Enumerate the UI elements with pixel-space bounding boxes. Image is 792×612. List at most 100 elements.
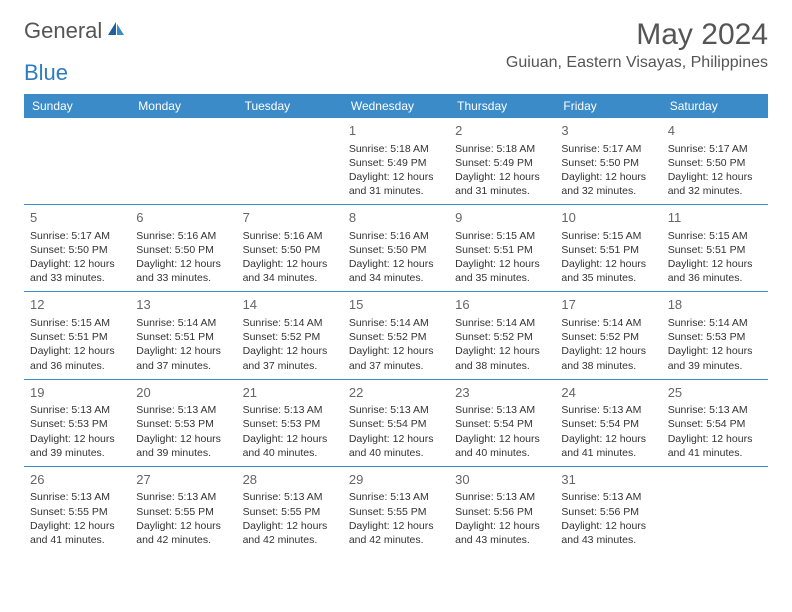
day-info: Sunrise: 5:13 AMSunset: 5:53 PMDaylight:… bbox=[30, 403, 124, 460]
calendar-day-cell: 20Sunrise: 5:13 AMSunset: 5:53 PMDayligh… bbox=[130, 379, 236, 466]
day-number: 4 bbox=[668, 122, 762, 140]
calendar-day-cell: 15Sunrise: 5:14 AMSunset: 5:52 PMDayligh… bbox=[343, 292, 449, 379]
day-number: 30 bbox=[455, 471, 549, 489]
day-number: 14 bbox=[243, 296, 337, 314]
day-number: 23 bbox=[455, 384, 549, 402]
calendar-day-cell: 5 Sunrise: 5:17 AMSunset: 5:50 PMDaylight… bbox=[24, 205, 130, 292]
day-info: Sunrise: 5:17 AMSunset: 5:50 PMDaylight:… bbox=[30, 229, 124, 286]
day-number: 7 bbox=[243, 209, 337, 227]
calendar-day-cell: 7Sunrise: 5:16 AMSunset: 5:50 PMDaylight… bbox=[237, 205, 343, 292]
calendar-week-row: 1 Sunrise: 5:18 AMSunset: 5:49 PMDaylight… bbox=[24, 118, 768, 205]
calendar-day-cell: 8 Sunrise: 5:16 AMSunset: 5:50 PMDaylight… bbox=[343, 205, 449, 292]
day-number: 28 bbox=[243, 471, 337, 489]
day-number: 8 bbox=[349, 209, 443, 227]
day-number: 16 bbox=[455, 296, 549, 314]
calendar-day-cell: 30Sunrise: 5:13 AMSunset: 5:56 PMDayligh… bbox=[449, 466, 555, 553]
day-number: 22 bbox=[349, 384, 443, 402]
calendar-day-cell: 25Sunrise: 5:13 AMSunset: 5:54 PMDayligh… bbox=[662, 379, 768, 466]
day-info: Sunrise: 5:13 AMSunset: 5:55 PMDaylight:… bbox=[349, 490, 443, 547]
day-number: 18 bbox=[668, 296, 762, 314]
day-info: Sunrise: 5:13 AMSunset: 5:54 PMDaylight:… bbox=[349, 403, 443, 460]
day-number: 5 bbox=[30, 209, 124, 227]
day-number: 6 bbox=[136, 209, 230, 227]
location-subtitle: Guiuan, Eastern Visayas, Philippines bbox=[506, 54, 768, 72]
calendar-empty-cell bbox=[130, 118, 236, 205]
day-number: 25 bbox=[668, 384, 762, 402]
day-number: 20 bbox=[136, 384, 230, 402]
day-info: Sunrise: 5:14 AMSunset: 5:53 PMDaylight:… bbox=[668, 316, 762, 373]
day-info: Sunrise: 5:14 AMSunset: 5:51 PMDaylight:… bbox=[136, 316, 230, 373]
calendar-day-cell: 14 Sunrise: 5:14 AMSunset: 5:52 PMDayligh… bbox=[237, 292, 343, 379]
day-info: Sunrise: 5:13 AMSunset: 5:56 PMDaylight:… bbox=[561, 490, 655, 547]
weekday-header: Sunday bbox=[24, 94, 130, 118]
day-info: Sunrise: 5:18 AMSunset: 5:49 PMDaylight:… bbox=[349, 142, 443, 199]
day-number: 31 bbox=[561, 471, 655, 489]
weekday-header: Friday bbox=[555, 94, 661, 118]
day-number: 2 bbox=[455, 122, 549, 140]
day-info: Sunrise: 5:13 AMSunset: 5:53 PMDaylight:… bbox=[243, 403, 337, 460]
day-info: Sunrise: 5:13 AMSunset: 5:54 PMDaylight:… bbox=[561, 403, 655, 460]
day-number: 19 bbox=[30, 384, 124, 402]
calendar-day-cell: 24Sunrise: 5:13 AMSunset: 5:54 PMDayligh… bbox=[555, 379, 661, 466]
calendar-day-cell: 18 Sunrise: 5:14 AMSunset: 5:53 PMDayligh… bbox=[662, 292, 768, 379]
logo: General bbox=[24, 18, 128, 44]
day-info: Sunrise: 5:16 AMSunset: 5:50 PMDaylight:… bbox=[136, 229, 230, 286]
calendar-week-row: 5 Sunrise: 5:17 AMSunset: 5:50 PMDaylight… bbox=[24, 205, 768, 292]
day-number: 9 bbox=[455, 209, 549, 227]
weekday-header: Tuesday bbox=[237, 94, 343, 118]
logo-text-blue: Blue bbox=[24, 60, 68, 86]
day-number: 27 bbox=[136, 471, 230, 489]
calendar-day-cell: 6 Sunrise: 5:16 AMSunset: 5:50 PMDaylight… bbox=[130, 205, 236, 292]
day-info: Sunrise: 5:15 AMSunset: 5:51 PMDaylight:… bbox=[561, 229, 655, 286]
month-title: May 2024 bbox=[506, 18, 768, 52]
calendar-day-cell: 21Sunrise: 5:13 AMSunset: 5:53 PMDayligh… bbox=[237, 379, 343, 466]
calendar-day-cell: 2 Sunrise: 5:18 AMSunset: 5:49 PMDaylight… bbox=[449, 118, 555, 205]
day-info: Sunrise: 5:15 AMSunset: 5:51 PMDaylight:… bbox=[668, 229, 762, 286]
calendar-day-cell: 3 Sunrise: 5:17 AMSunset: 5:50 PMDaylight… bbox=[555, 118, 661, 205]
day-number: 21 bbox=[243, 384, 337, 402]
calendar-day-cell: 16Sunrise: 5:14 AMSunset: 5:52 PMDayligh… bbox=[449, 292, 555, 379]
calendar-day-cell: 1 Sunrise: 5:18 AMSunset: 5:49 PMDaylight… bbox=[343, 118, 449, 205]
calendar-week-row: 19Sunrise: 5:13 AMSunset: 5:53 PMDayligh… bbox=[24, 379, 768, 466]
calendar-day-cell: 9 Sunrise: 5:15 AMSunset: 5:51 PMDaylight… bbox=[449, 205, 555, 292]
calendar-day-cell: 23Sunrise: 5:13 AMSunset: 5:54 PMDayligh… bbox=[449, 379, 555, 466]
calendar-day-cell: 28Sunrise: 5:13 AMSunset: 5:55 PMDayligh… bbox=[237, 466, 343, 553]
day-info: Sunrise: 5:14 AMSunset: 5:52 PMDaylight:… bbox=[243, 316, 337, 373]
day-info: Sunrise: 5:15 AMSunset: 5:51 PMDaylight:… bbox=[455, 229, 549, 286]
calendar-day-cell: 17Sunrise: 5:14 AMSunset: 5:52 PMDayligh… bbox=[555, 292, 661, 379]
calendar-week-row: 26Sunrise: 5:13 AMSunset: 5:55 PMDayligh… bbox=[24, 466, 768, 553]
day-number: 10 bbox=[561, 209, 655, 227]
calendar-day-cell: 27Sunrise: 5:13 AMSunset: 5:55 PMDayligh… bbox=[130, 466, 236, 553]
day-info: Sunrise: 5:13 AMSunset: 5:55 PMDaylight:… bbox=[243, 490, 337, 547]
calendar-empty-cell bbox=[24, 118, 130, 205]
calendar-day-cell: 12Sunrise: 5:15 AMSunset: 5:51 PMDayligh… bbox=[24, 292, 130, 379]
day-number: 17 bbox=[561, 296, 655, 314]
day-info: Sunrise: 5:16 AMSunset: 5:50 PMDaylight:… bbox=[349, 229, 443, 286]
day-info: Sunrise: 5:15 AMSunset: 5:51 PMDaylight:… bbox=[30, 316, 124, 373]
day-number: 13 bbox=[136, 296, 230, 314]
calendar-day-cell: 11 Sunrise: 5:15 AMSunset: 5:51 PMDayligh… bbox=[662, 205, 768, 292]
day-info: Sunrise: 5:13 AMSunset: 5:55 PMDaylight:… bbox=[30, 490, 124, 547]
calendar-day-cell: 22Sunrise: 5:13 AMSunset: 5:54 PMDayligh… bbox=[343, 379, 449, 466]
title-block: May 2024 Guiuan, Eastern Visayas, Philip… bbox=[506, 18, 768, 72]
day-info: Sunrise: 5:17 AMSunset: 5:50 PMDaylight:… bbox=[561, 142, 655, 199]
calendar-table: SundayMondayTuesdayWednesdayThursdayFrid… bbox=[24, 94, 768, 553]
day-info: Sunrise: 5:13 AMSunset: 5:54 PMDaylight:… bbox=[455, 403, 549, 460]
day-number: 29 bbox=[349, 471, 443, 489]
day-number: 11 bbox=[668, 209, 762, 227]
weekday-header: Monday bbox=[130, 94, 236, 118]
day-number: 1 bbox=[349, 122, 443, 140]
logo-text-gray: General bbox=[24, 18, 102, 44]
logo-sail-icon bbox=[106, 20, 126, 43]
day-number: 3 bbox=[561, 122, 655, 140]
calendar-day-cell: 26Sunrise: 5:13 AMSunset: 5:55 PMDayligh… bbox=[24, 466, 130, 553]
calendar-day-cell: 4Sunrise: 5:17 AMSunset: 5:50 PMDaylight… bbox=[662, 118, 768, 205]
weekday-header: Wednesday bbox=[343, 94, 449, 118]
day-info: Sunrise: 5:13 AMSunset: 5:53 PMDaylight:… bbox=[136, 403, 230, 460]
calendar-header-row: SundayMondayTuesdayWednesdayThursdayFrid… bbox=[24, 94, 768, 118]
day-number: 26 bbox=[30, 471, 124, 489]
day-info: Sunrise: 5:14 AMSunset: 5:52 PMDaylight:… bbox=[349, 316, 443, 373]
day-number: 24 bbox=[561, 384, 655, 402]
day-info: Sunrise: 5:13 AMSunset: 5:56 PMDaylight:… bbox=[455, 490, 549, 547]
day-info: Sunrise: 5:18 AMSunset: 5:49 PMDaylight:… bbox=[455, 142, 549, 199]
